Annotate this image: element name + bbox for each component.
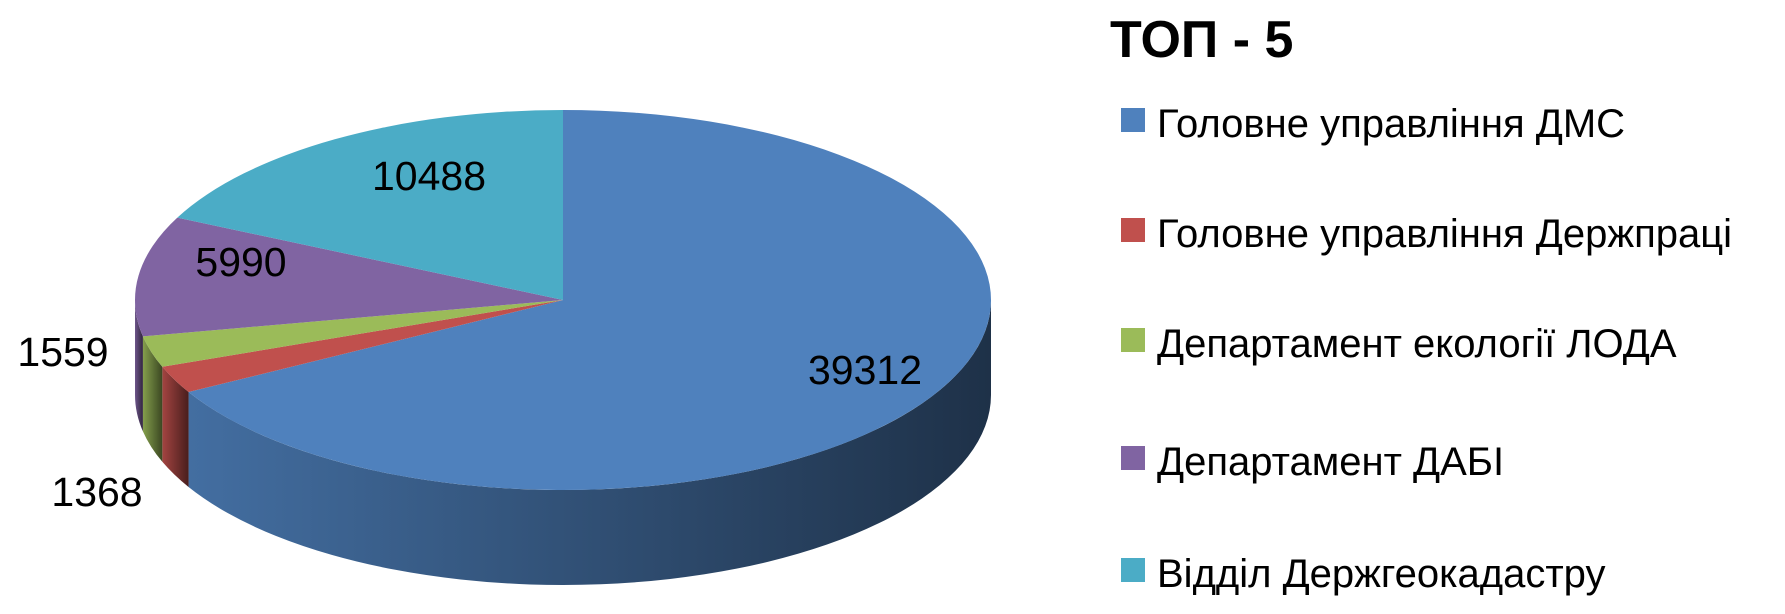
legend-swatch (1121, 328, 1145, 352)
pie-slice-side (135, 300, 143, 432)
pie-slice-side (162, 366, 189, 488)
data-label: 10488 (372, 153, 486, 199)
pie-slice (177, 110, 563, 300)
pie-slice (188, 110, 992, 490)
legend-swatch (1121, 108, 1145, 132)
pie-slice (142, 300, 563, 367)
legend-label: Головне управління Держпраці (1157, 212, 1733, 256)
legend-label: Департамент екології ЛОДА (1157, 322, 1677, 366)
data-label: 1368 (51, 469, 142, 515)
legend-label: Департамент ДАБІ (1157, 440, 1505, 484)
pie-slice-side (142, 336, 163, 462)
legend-item: Відділ Держгеокадастру (1121, 546, 1781, 602)
legend-item: Департамент ДАБІ (1121, 434, 1781, 490)
legend-item: Департамент екології ЛОДА (1121, 316, 1781, 372)
legend-item: Головне управління Держпраці (1121, 206, 1781, 262)
pie-slice (135, 217, 563, 337)
data-label: 5990 (195, 239, 286, 285)
legend-label: Відділ Держгеокадастру (1157, 552, 1606, 596)
data-label: 1559 (17, 329, 108, 375)
legend-swatch (1121, 218, 1145, 242)
pie-slice-side (188, 300, 992, 585)
legend-label: Головне управління ДМС (1157, 102, 1626, 146)
legend-swatch (1121, 446, 1145, 470)
data-label: 39312 (808, 347, 922, 393)
legend-swatch (1121, 558, 1145, 582)
legend-item: Головне управління ДМС (1121, 96, 1781, 152)
chart-title: ТОП - 5 (1110, 11, 1294, 69)
pie-slice (162, 300, 563, 393)
